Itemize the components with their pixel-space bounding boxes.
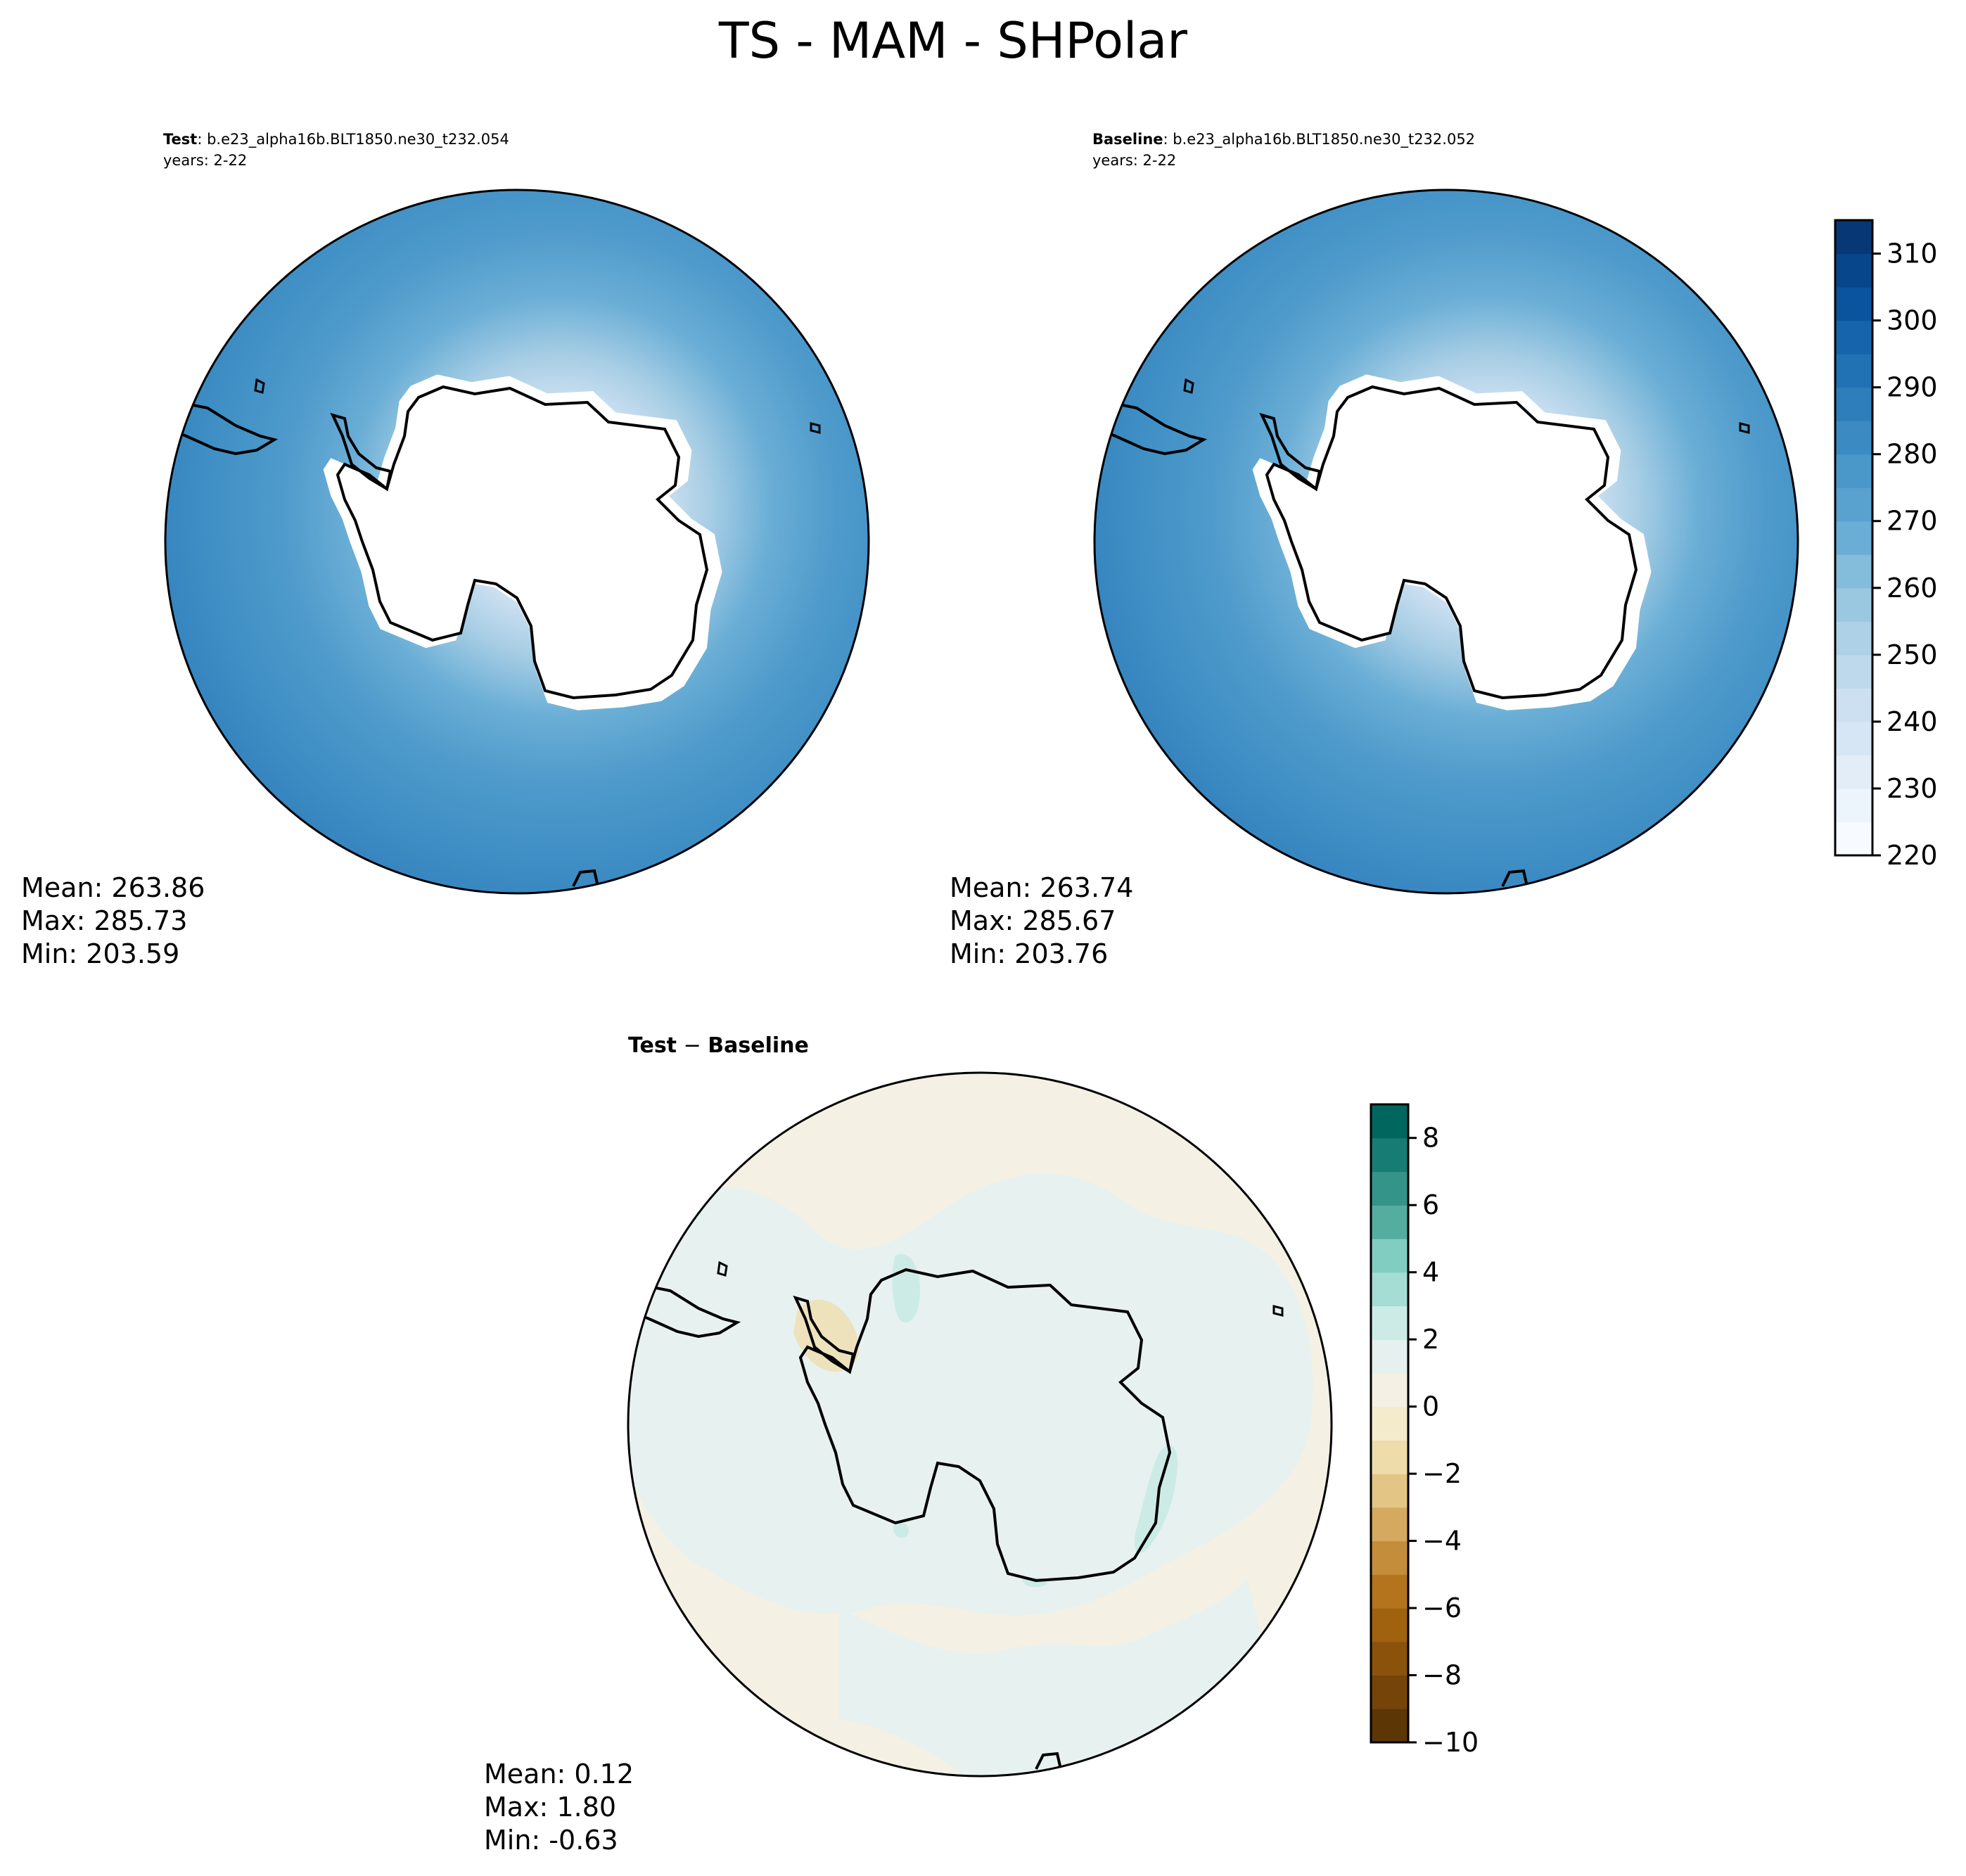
colorbar-main-segment [1835, 654, 1872, 689]
colorbar-main-segment [1835, 554, 1872, 589]
stat-test-max: Max: 285.73 [21, 905, 187, 936]
panel-diff-label-b: Baseline [708, 1033, 809, 1058]
panel-diff-label-sep: − [677, 1033, 708, 1058]
stat-baseline-mean: Mean: 263.74 [950, 872, 1133, 903]
colorbar-diff-segment [1371, 1372, 1408, 1408]
colorbar-diff-segment [1371, 1306, 1408, 1340]
colorbar-main-segment [1835, 421, 1872, 455]
colorbar-diff-segment [1371, 1406, 1408, 1441]
stat-baseline-max: Max: 285.67 [950, 905, 1116, 936]
colorbar-main-segment [1835, 587, 1872, 622]
panel-test: Test: b.e23_alpha16b.BLT1850.ne30_t232.0… [21, 131, 870, 969]
stat-diff-mean: Mean: 0.12 [484, 1759, 634, 1789]
colorbar-diff-segment [1371, 1272, 1408, 1307]
colorbar-diff-segment [1371, 1238, 1408, 1273]
colorbar-diff-tick-label: 2 [1422, 1324, 1439, 1355]
colorbar-diff-segment [1371, 1104, 1408, 1139]
colorbar-main-segment [1835, 755, 1872, 789]
panel-diff: Test − Baseline Mean: 0.12 Max: [484, 1033, 1333, 1856]
stat-test-min: Min: 203.59 [21, 938, 179, 969]
panel-diff-heading: Test − Baseline [628, 1033, 809, 1058]
panel-baseline-label: Baseline [1092, 131, 1163, 148]
colorbar-diff-segment [1371, 1339, 1408, 1374]
stat-test-mean: Mean: 263.86 [21, 872, 205, 903]
figure-title: TS - MAM - SHPolar [718, 12, 1187, 70]
colorbar-diff-segment [1371, 1171, 1408, 1206]
colorbar-diff-segment [1371, 1507, 1408, 1542]
colorbar-main-segment [1835, 354, 1872, 388]
map-test-border [164, 189, 870, 895]
colorbar-main-tick-label: 250 [1887, 639, 1938, 670]
colorbar-diff-segment [1371, 1608, 1408, 1642]
colorbar-diff-tick-label: 6 [1422, 1189, 1439, 1220]
colorbar-main-segment [1835, 287, 1872, 321]
colorbar-main-segment [1835, 454, 1872, 488]
colorbar-diff-segment [1371, 1474, 1408, 1508]
colorbar-diff-frame [1370, 1103, 1410, 1744]
colorbar-diff-tick-label: −4 [1422, 1526, 1462, 1557]
colorbar-diff-segment [1371, 1137, 1408, 1173]
panel-baseline-years: years: 2-22 [1092, 152, 1176, 169]
colorbar-main-tick-label: 310 [1887, 238, 1938, 269]
colorbar-diff-segment [1371, 1709, 1408, 1743]
panel-baseline: Baseline: b.e23_alpha16b.BLT1850.ne30_t2… [950, 131, 1799, 969]
panel-diff-label-a: Test [628, 1033, 677, 1058]
colorbar-diff-segment [1371, 1675, 1408, 1709]
map-baseline-border [1093, 189, 1799, 895]
colorbar-main-tick-label: 230 [1887, 773, 1938, 804]
colorbar-main-tick-label: 290 [1887, 372, 1938, 403]
colorbar-diff-tick-label: −8 [1422, 1660, 1462, 1691]
colorbar-main-segment [1835, 387, 1872, 421]
panel-baseline-case: : b.e23_alpha16b.BLT1850.ne30_t232.052 [1163, 131, 1476, 148]
colorbar-diff-tick-label: 0 [1422, 1391, 1439, 1422]
colorbar-diff-segment [1371, 1540, 1408, 1575]
colorbar-diff-tick-label: −6 [1422, 1593, 1462, 1623]
colorbar-main-segment [1835, 688, 1872, 722]
panel-baseline-heading: Baseline: b.e23_alpha16b.BLT1850.ne30_t2… [1092, 131, 1475, 148]
colorbar-main-segment [1835, 220, 1872, 255]
colorbar-main-tick-label: 260 [1887, 573, 1938, 604]
colorbar-main-segment [1835, 521, 1872, 555]
panel-test-case: : b.e23_alpha16b.BLT1850.ne30_t232.054 [197, 131, 509, 148]
colorbar-main-tick-label: 280 [1887, 439, 1938, 470]
colorbar-diff-segment [1371, 1574, 1408, 1609]
colorbar-main-tick-label: 220 [1887, 840, 1938, 871]
colorbar-diff-segment [1371, 1440, 1408, 1474]
colorbar-main-frame [1834, 219, 1874, 857]
panel-test-heading: Test: b.e23_alpha16b.BLT1850.ne30_t232.0… [163, 131, 509, 148]
colorbar-main-tick-label: 270 [1887, 506, 1938, 537]
colorbar-main-segment [1835, 253, 1872, 288]
colorbar-diff-tick-label: −10 [1422, 1727, 1479, 1758]
colorbar-diff-tick-label: 8 [1422, 1123, 1439, 1154]
colorbar-main-segment [1835, 721, 1872, 756]
stat-diff-max: Max: 1.80 [484, 1792, 616, 1823]
colorbar-main-segment [1835, 788, 1872, 823]
colorbar-diff-tick-label: −2 [1422, 1458, 1462, 1489]
stat-diff-min: Min: -0.63 [484, 1825, 618, 1856]
colorbar-diff: −10 −8 −6 −4 −2 0 2 4 6 8 [1370, 1103, 1479, 1758]
colorbar-diff-segment [1371, 1641, 1408, 1676]
panel-test-label: Test [163, 131, 197, 148]
colorbar-diff-tick-label: 4 [1422, 1257, 1439, 1288]
colorbar-main-segment [1835, 822, 1872, 856]
map-baseline [1094, 190, 1798, 893]
colorbar-diff-segment [1371, 1205, 1408, 1239]
colorbar-main-tick-label: 300 [1887, 305, 1938, 336]
map-diff-border [627, 1071, 1333, 1778]
colorbar-main-segment [1835, 487, 1872, 522]
map-test [165, 190, 869, 893]
colorbar-main-tick-label: 240 [1887, 706, 1938, 737]
stat-baseline-min: Min: 203.76 [950, 938, 1108, 969]
colorbar-main: 220 230 240 250 260 270 280 290 300 310 [1834, 219, 1938, 871]
colorbar-main-segment [1835, 320, 1872, 355]
panel-test-years: years: 2-22 [163, 152, 247, 169]
colorbar-main-segment [1835, 621, 1872, 656]
